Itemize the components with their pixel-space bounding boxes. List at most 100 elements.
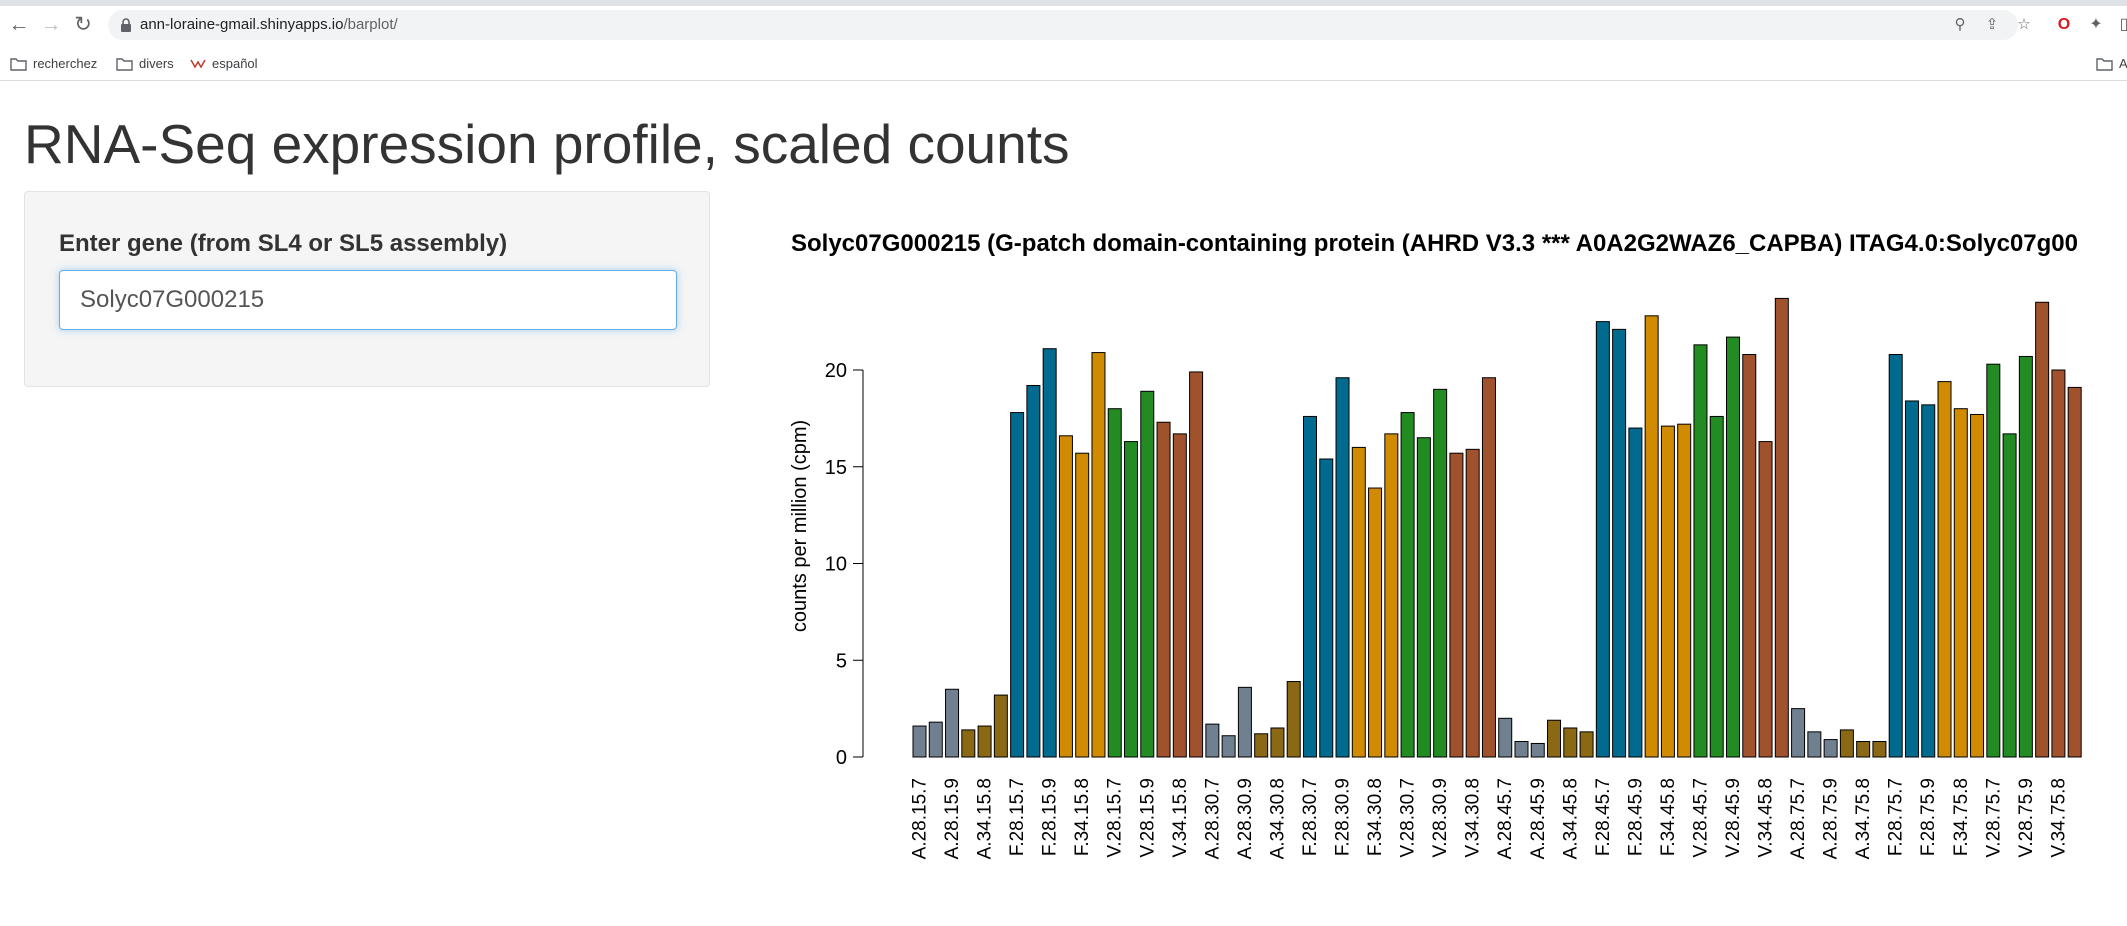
- bar-A.28.45.8: [1514, 741, 1529, 758]
- gene-input-label: Enter gene (from SL4 or SL5 assembly): [59, 230, 508, 257]
- bar-V.28.45.8: [1709, 415, 1724, 758]
- bar-A.34.30.9: [1286, 681, 1301, 758]
- x-tick-label: F.34.75.8: [1951, 778, 1972, 856]
- bar-V.28.15.7: [1107, 408, 1122, 758]
- opera-extension-icon[interactable]: O: [2057, 16, 2071, 33]
- input-panel: Enter gene (from SL4 or SL5 assembly): [24, 191, 710, 387]
- browser-toolbar: ← → ↻ ann-loraine-gmail.shinyapps.io/bar…: [0, 0, 2127, 50]
- bookmark-overflow[interactable]: A: [2096, 55, 2127, 75]
- x-tick-label: F.28.45.7: [1593, 778, 1614, 856]
- url-host: ann-loraine-gmail.shinyapps.io: [140, 16, 344, 33]
- address-bar[interactable]: ann-loraine-gmail.shinyapps.io/barplot/ …: [108, 10, 2031, 40]
- gene-input[interactable]: [59, 270, 677, 330]
- x-tick-label: A.34.75.8: [1853, 778, 1874, 859]
- x-tick-label: V.34.30.8: [1463, 778, 1484, 858]
- x-tick-label: F.34.45.8: [1658, 778, 1679, 856]
- x-tick-label: F.34.15.8: [1072, 778, 1093, 856]
- bar-A.34.30.8: [1270, 727, 1285, 758]
- y-tick-label: 10: [825, 554, 847, 576]
- x-tick-label: A.28.30.9: [1235, 778, 1256, 859]
- chart-title: Solyc07G000215 (G-patch domain-containin…: [791, 230, 2078, 257]
- bookmark-label: recherchez: [33, 56, 98, 72]
- x-tick-label: A.28.75.9: [1821, 778, 1842, 859]
- bookmark-espanol[interactable]: español: [190, 55, 258, 75]
- bar-V.28.30.9: [1433, 388, 1448, 758]
- bar-A.28.75.7: [1791, 708, 1806, 758]
- bar-A.28.45.9: [1530, 742, 1545, 758]
- x-tick-label: F.28.75.7: [1886, 778, 1907, 856]
- y-tick-label: 15: [825, 457, 847, 479]
- x-tick-label: V.28.30.7: [1398, 778, 1419, 858]
- x-axis-labels: A.28.15.7 A.28.15.9 A.34.15.8 F.28.15.7 F.28…: [910, 778, 2070, 859]
- bar-F.34.45.9: [1677, 423, 1692, 758]
- x-tick-label: F.28.15.7: [1007, 778, 1028, 856]
- x-tick-label: A.34.45.8: [1560, 778, 1581, 859]
- bar-F.34.30.9: [1384, 433, 1399, 758]
- x-tick-label: F.28.75.9: [1918, 778, 1939, 856]
- bar-A.28.45.7: [1498, 717, 1513, 758]
- x-tick-label: V.34.45.8: [1756, 778, 1777, 858]
- bar-V.28.75.7: [1986, 363, 2001, 758]
- bookmark-divers[interactable]: divers: [116, 55, 174, 75]
- share-icon[interactable]: ⇪: [1985, 16, 1999, 33]
- bookmark-recherchez[interactable]: recherchez: [10, 55, 97, 75]
- zoom-icon[interactable]: ⚲: [1954, 16, 1966, 33]
- bar-V.28.30.7: [1400, 412, 1415, 758]
- bar-V.28.45.7: [1693, 344, 1708, 758]
- bar-F.28.30.7: [1302, 415, 1317, 758]
- url-text[interactable]: ann-loraine-gmail.shinyapps.io/barplot/: [140, 16, 398, 33]
- y-tick-label: 20: [825, 360, 847, 382]
- side-panel-icon[interactable]: ▯: [2119, 16, 2127, 33]
- y-axis-label: counts per million (cpm): [789, 420, 811, 632]
- tab-strip: [0, 0, 2127, 6]
- bar-A.34.45.7: [1547, 719, 1562, 758]
- bar-F.34.75.7: [1937, 381, 1952, 758]
- bars: [912, 297, 2082, 758]
- extensions-puzzle-icon[interactable]: ✦: [2089, 16, 2103, 33]
- folder-icon: [10, 57, 27, 71]
- bar-F.34.30.7: [1351, 446, 1366, 758]
- bar-F.34.75.9: [1970, 414, 1985, 758]
- bar-A.34.15.7: [961, 729, 976, 758]
- bar-V.34.15.9: [1189, 371, 1204, 758]
- bar-V.34.30.9: [1481, 377, 1496, 758]
- bookmark-label: A: [2119, 56, 2127, 72]
- bar-F.28.45.7: [1595, 321, 1610, 758]
- bar-A.28.15.9: [945, 688, 960, 758]
- x-tick-label: V.34.15.8: [1170, 778, 1191, 858]
- bar-F.34.15.7: [1058, 435, 1073, 758]
- bar-F.34.45.8: [1660, 425, 1675, 758]
- bar-F.34.75.8: [1953, 408, 1968, 758]
- bar-V.34.30.7: [1449, 452, 1464, 758]
- bookmark-label: español: [212, 56, 258, 72]
- forward-icon[interactable]: →: [40, 13, 62, 36]
- x-tick-label: A.28.45.7: [1495, 778, 1516, 859]
- x-tick-label: A.28.15.9: [942, 778, 963, 859]
- bar-F.28.75.9: [1921, 404, 1936, 758]
- x-tick-label: A.34.30.8: [1267, 778, 1288, 859]
- bar-F.28.75.7: [1888, 354, 1903, 758]
- lock-icon: [121, 18, 131, 32]
- x-tick-label: V.28.75.9: [2016, 778, 2037, 858]
- bookmarks-bar: recherchez divers español A: [0, 50, 2127, 81]
- x-tick-label: V.28.30.9: [1430, 778, 1451, 858]
- x-tick-label: F.34.30.8: [1365, 778, 1386, 856]
- y-tick-label: 5: [836, 650, 847, 672]
- bar-A.28.30.8: [1221, 735, 1236, 758]
- bar-F.28.30.9: [1335, 377, 1350, 758]
- bar-A.28.75.8: [1807, 731, 1822, 758]
- bar-A.34.45.9: [1579, 731, 1594, 758]
- star-icon[interactable]: ☆: [2017, 16, 2031, 33]
- bar-F.28.75.8: [1904, 400, 1919, 758]
- url-path: /barplot/: [343, 16, 398, 33]
- bar-V.28.45.9: [1726, 336, 1740, 758]
- bar-V.34.45.8: [1758, 441, 1773, 758]
- x-tick-label: V.28.75.7: [1983, 778, 2004, 858]
- reload-icon[interactable]: ↻: [74, 13, 92, 36]
- bar-F.34.15.8: [1075, 452, 1090, 758]
- bar-V.28.15.9: [1140, 390, 1155, 758]
- bar-F.28.45.9: [1628, 427, 1643, 758]
- back-icon[interactable]: ←: [8, 13, 30, 36]
- bar-A.34.15.9: [993, 694, 1008, 758]
- bar-A.28.15.8: [928, 721, 943, 758]
